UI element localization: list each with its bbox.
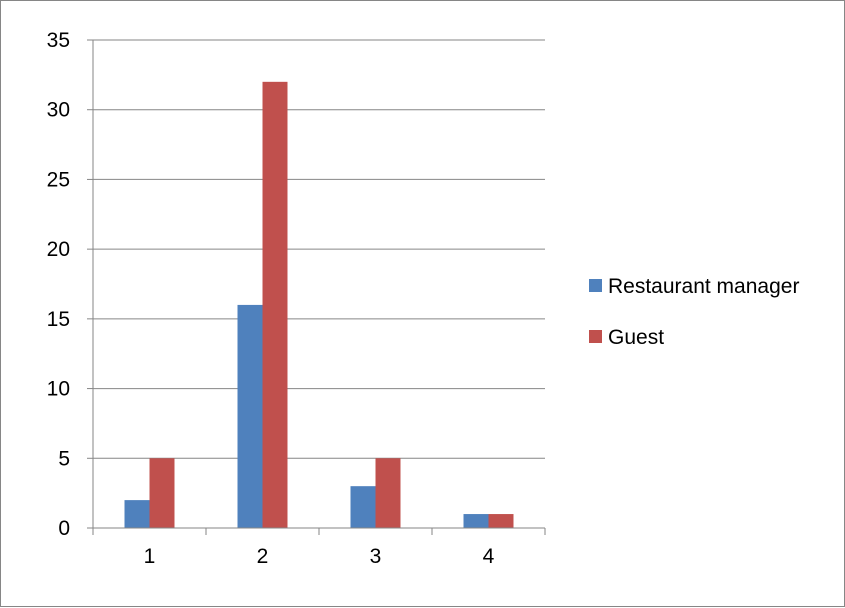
y-tick-label: 10: [47, 378, 70, 401]
gridlines: [93, 39, 545, 459]
y-tick-label: 0: [58, 517, 70, 540]
y-tick-labels: 0 5 10 15 20 25 30 35: [47, 29, 70, 540]
bar-guest-2: [262, 81, 288, 528]
bar-restaurant-manager-3: [350, 486, 376, 528]
y-tick-label: 20: [47, 238, 70, 261]
y-tick-label: 35: [47, 29, 70, 52]
axes: [87, 39, 546, 535]
bar-guest-4: [488, 514, 514, 528]
legend-swatch: [589, 330, 602, 343]
bar-guest-3: [375, 458, 401, 528]
x-tick-label: 4: [483, 545, 495, 568]
bar-guest-1: [149, 458, 175, 528]
bar-restaurant-manager-2: [237, 304, 263, 528]
legend-label: Restaurant manager: [608, 275, 799, 298]
bar-restaurant-manager-1: [124, 500, 150, 528]
bars: [124, 81, 514, 528]
y-tick-label: 15: [47, 308, 70, 331]
x-tick-label: 2: [257, 545, 269, 568]
x-tick-label: 3: [370, 545, 382, 568]
x-tick-label: 1: [144, 545, 156, 568]
y-tick-label: 25: [47, 168, 70, 191]
x-tick-labels: 1 2 3 4: [144, 545, 495, 568]
legend-swatch: [589, 279, 602, 292]
bar-restaurant-manager-4: [463, 514, 489, 528]
y-tick-label: 30: [47, 99, 70, 122]
legend: Restaurant manager Guest: [589, 275, 799, 349]
legend-label: Guest: [608, 326, 664, 349]
y-tick-label: 5: [58, 447, 70, 470]
